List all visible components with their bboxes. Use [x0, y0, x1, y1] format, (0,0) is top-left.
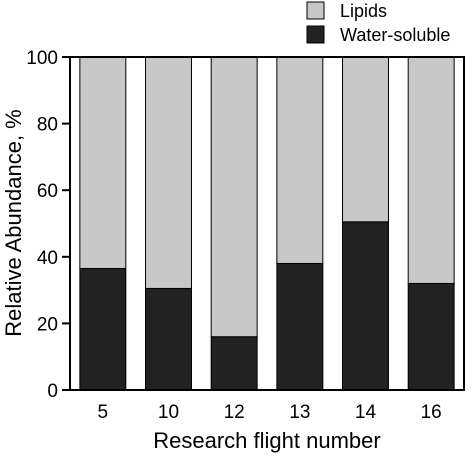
y-tick-label-80: 80	[37, 115, 58, 136]
bar-water-soluble-5	[79, 267, 127, 391]
plot-frame	[69, 56, 465, 391]
legend-label-lipids: Lipids	[340, 1, 387, 21]
legend-swatch-lipids	[306, 1, 325, 20]
bar-water-soluble-14	[342, 221, 389, 391]
bar-lipids-14	[342, 56, 389, 223]
bar-lipids-10	[145, 56, 192, 289]
bar-water-soluble-12	[210, 336, 258, 391]
bar-lipids-13	[276, 56, 324, 264]
bar-water-soluble-16	[407, 282, 455, 391]
legend-swatch-water-soluble	[306, 25, 325, 44]
x-tick-label-10: 10	[158, 402, 179, 423]
y-tick-label-20: 20	[37, 314, 58, 335]
y-axis-label: Relative Abundance, %	[1, 109, 26, 337]
y-tick-label-0: 0	[47, 381, 58, 402]
y-tick-label-100: 100	[26, 48, 58, 69]
bar-lipids-16	[407, 56, 455, 284]
x-tick-label-5: 5	[98, 402, 109, 423]
x-axis: 5 10 12 13 14 16	[98, 402, 442, 423]
x-tick-label-16: 16	[421, 402, 442, 423]
bar-lipids-12	[210, 56, 258, 338]
y-tick-label-40: 40	[37, 248, 58, 269]
y-axis: 0 20 40 60 80 100	[26, 48, 70, 402]
bar-lipids-5	[79, 56, 127, 269]
x-axis-label: Research flight number	[153, 428, 380, 453]
bar-water-soluble-10	[145, 287, 192, 391]
x-tick-label-14: 14	[355, 402, 377, 423]
x-tick-label-12: 12	[224, 402, 245, 423]
y-tick-label-60: 60	[37, 181, 58, 202]
legend: Lipids Water-soluble	[306, 1, 450, 45]
legend-label-water-soluble: Water-soluble	[340, 25, 450, 45]
bar-water-soluble-13	[276, 262, 324, 391]
x-tick-label-13: 13	[289, 402, 310, 423]
bars-group	[79, 56, 455, 391]
